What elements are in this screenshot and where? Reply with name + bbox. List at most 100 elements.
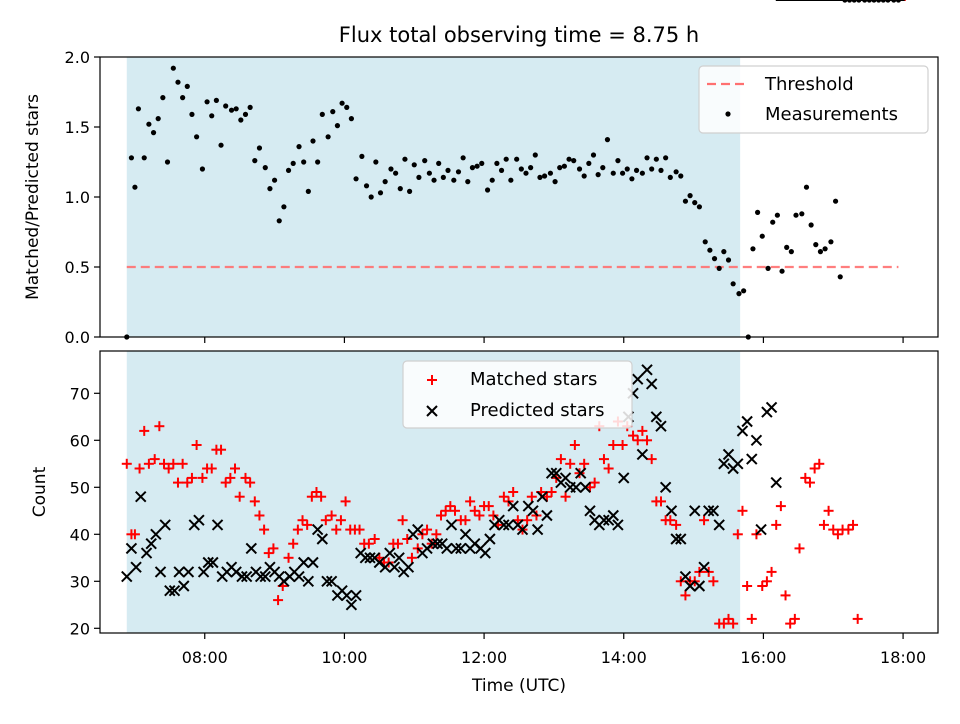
- matched-point: [354, 524, 365, 535]
- predicted-point: [732, 458, 744, 470]
- measurement-point: [813, 242, 819, 248]
- measurement-point: [532, 152, 538, 158]
- legend-matched-label: Matched stars: [470, 369, 597, 390]
- x-tick-label: 16:00: [740, 648, 786, 667]
- measurement-point: [484, 187, 491, 193]
- matched-point: [177, 458, 188, 469]
- measurement-point: [774, 212, 780, 218]
- matched-point: [832, 529, 843, 540]
- y-tick-label: 30: [70, 572, 90, 591]
- matched-point: [488, 510, 499, 521]
- measurement-point: [175, 79, 181, 85]
- matched-point: [326, 510, 337, 521]
- matched-point: [637, 425, 648, 436]
- measurement-point: [426, 170, 432, 176]
- cross-stroke-b: [675, 533, 687, 545]
- matched-point: [469, 505, 480, 516]
- matched-point: [804, 477, 815, 488]
- predicted-point: [545, 467, 558, 479]
- measurement-point: [803, 184, 810, 190]
- predicted-point: [765, 401, 778, 414]
- cross-stroke-b: [207, 556, 219, 569]
- predicted-point: [211, 519, 224, 531]
- measurement-point: [828, 239, 834, 245]
- predicted-point: [202, 556, 214, 569]
- predicted-point: [164, 584, 176, 597]
- measurement-point: [164, 159, 171, 165]
- predicted-point: [393, 552, 405, 564]
- matched-point: [761, 576, 772, 587]
- cross-stroke-b: [426, 405, 438, 417]
- y-tick-label: 40: [70, 525, 90, 544]
- matched-point: [182, 477, 193, 488]
- predicted-point: [450, 542, 462, 555]
- measurement-point: [290, 160, 296, 166]
- predicted-point: [684, 580, 696, 592]
- matched-point: [589, 477, 600, 488]
- measurement-point: [610, 170, 616, 176]
- measurement-point: [256, 145, 263, 151]
- cross-stroke-b: [193, 514, 205, 526]
- cross-stroke-b: [484, 533, 496, 545]
- cross-stroke-b: [707, 505, 720, 517]
- measurement-point: [440, 174, 446, 180]
- legend-predicted-swatch: [426, 405, 438, 417]
- measurement-point: [301, 159, 307, 165]
- cross-stroke-b: [412, 523, 424, 536]
- cross-stroke-b: [364, 552, 376, 564]
- matched-point: [757, 581, 768, 591]
- matched-point: [331, 524, 342, 535]
- matched-point: [746, 613, 757, 624]
- measurement-point: [276, 218, 282, 224]
- cross-stroke-b: [236, 570, 248, 583]
- matched-point: [134, 463, 145, 474]
- matched-point: [245, 477, 256, 488]
- predicted-point: [645, 378, 658, 390]
- measurement-point: [315, 159, 321, 165]
- y-tick-label: 0.0: [65, 328, 90, 347]
- predicted-point: [675, 533, 687, 545]
- legend-matched-marker: [427, 375, 437, 385]
- matched-point: [771, 519, 782, 530]
- matched-point: [288, 538, 299, 549]
- cross-stroke-b: [574, 467, 587, 479]
- predicted-point: [307, 556, 319, 569]
- matched-point: [569, 440, 580, 450]
- measurement-point: [184, 83, 190, 89]
- chart-title: Flux total observing time = 8.75 h: [339, 23, 699, 47]
- measurement-point: [741, 288, 747, 294]
- x-tick-label: 12:00: [461, 648, 507, 667]
- cross-stroke-b: [164, 584, 176, 597]
- cross-stroke-b: [293, 570, 305, 583]
- predicted-point: [135, 490, 147, 503]
- cross-stroke-b: [636, 448, 649, 461]
- predicted-point: [598, 514, 610, 526]
- matched-point: [794, 543, 805, 554]
- measurement-point: [455, 169, 462, 175]
- matched-point: [632, 435, 643, 446]
- predicted-point: [445, 519, 458, 531]
- panel-ratio-y-axis: 0.0 0.5 1.0 1.5 2.0: [65, 48, 100, 347]
- predicted-point: [536, 490, 548, 503]
- measurement-point: [460, 155, 466, 161]
- predicted-point: [182, 566, 195, 578]
- matched-point: [603, 463, 614, 474]
- cross-stroke-b: [211, 519, 224, 531]
- measurement-point: [339, 100, 345, 106]
- measurement-point: [213, 97, 219, 103]
- measurement-point: [194, 134, 200, 140]
- predicted-point: [173, 566, 185, 578]
- predicted-point: [741, 415, 753, 428]
- measurement-point: [619, 170, 626, 176]
- cross-stroke-b: [750, 434, 763, 447]
- matched-point: [191, 440, 202, 450]
- predicted-point: [321, 575, 333, 588]
- y-tick-label: 1.0: [65, 188, 90, 207]
- measurement-point: [281, 204, 287, 210]
- measurement-point: [204, 99, 210, 105]
- measurement-point: [416, 174, 422, 180]
- measurement-point: [141, 155, 147, 161]
- cross-stroke-b: [713, 519, 725, 531]
- cross-stroke-b: [321, 575, 333, 588]
- matched-point: [671, 519, 682, 530]
